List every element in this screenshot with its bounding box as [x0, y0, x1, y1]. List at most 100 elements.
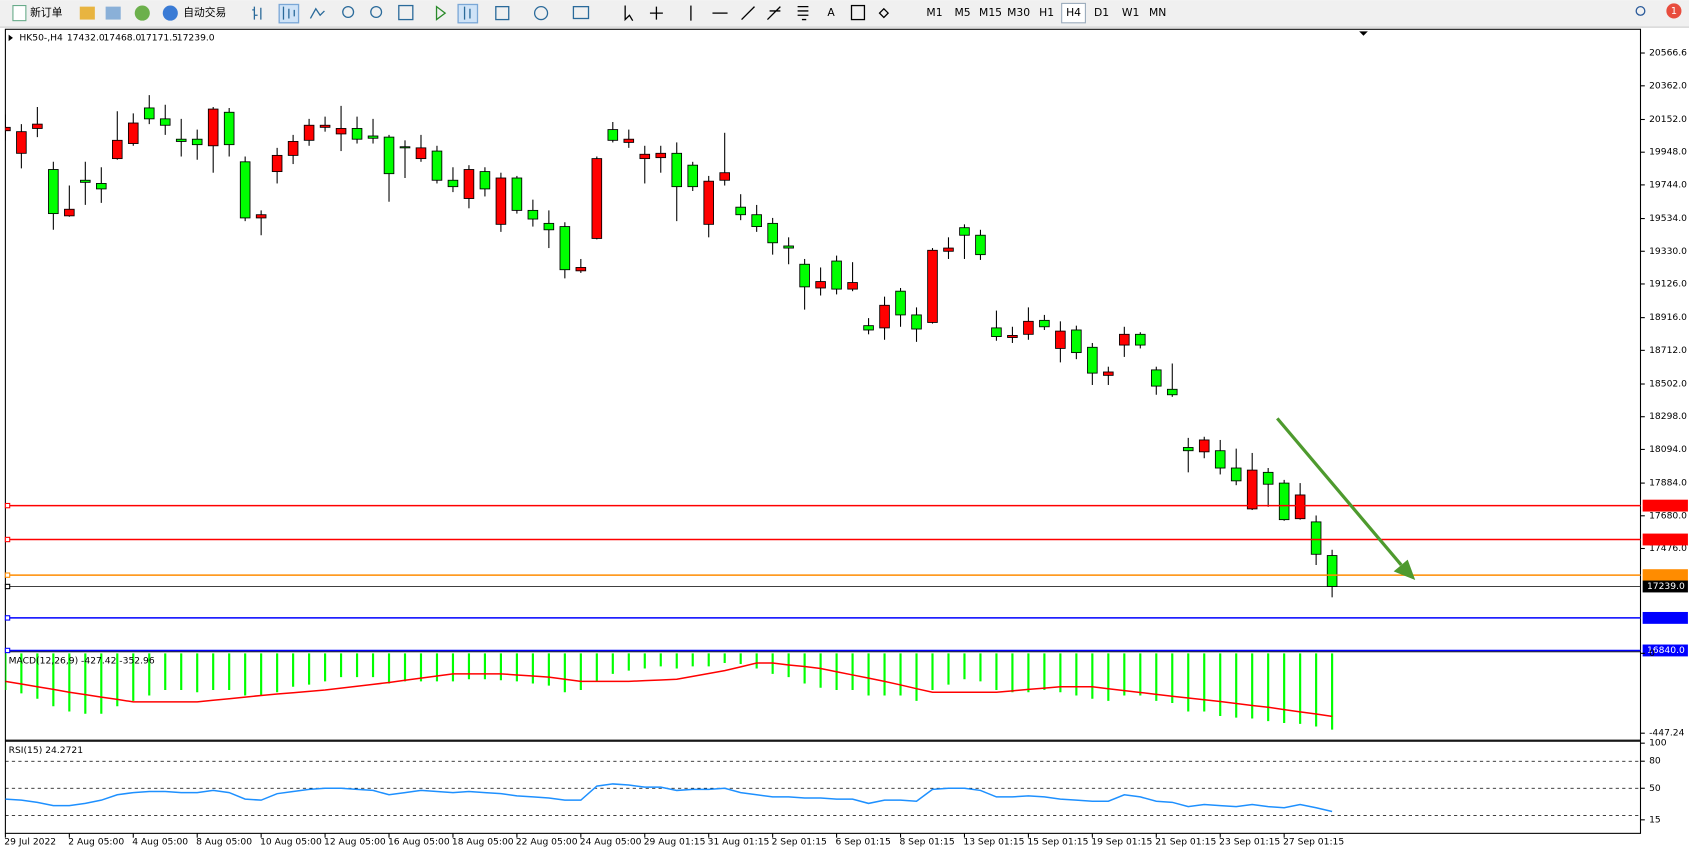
- timeframe-button[interactable]: MN: [1149, 6, 1166, 19]
- x-tick-label: 31 Aug 01:15: [708, 836, 770, 847]
- candle-body: [495, 177, 507, 225]
- candle-body: [1326, 555, 1338, 587]
- x-tick-label: 23 Sep 01:15: [1219, 836, 1280, 847]
- y-tick-label: 19948.0: [1649, 147, 1687, 158]
- icon-button[interactable]: [766, 6, 781, 21]
- timeframe-button[interactable]: M30: [1007, 6, 1030, 19]
- candle-body: [1198, 439, 1210, 453]
- candle-body: [815, 281, 826, 289]
- icon-button[interactable]: [370, 5, 383, 19]
- candle-body: [1071, 329, 1082, 354]
- y-tick-label: 19744.0: [1649, 179, 1687, 190]
- level-label-bg: [1642, 580, 1688, 593]
- y-tick-label: 20566.6: [1649, 48, 1687, 59]
- timeframe-button[interactable]: M15: [979, 6, 1002, 19]
- candle-body: [1055, 330, 1066, 349]
- candle-body: [96, 183, 107, 190]
- rsi-line: [5, 783, 1333, 813]
- x-tick-label: 10 Aug 05:00: [260, 836, 322, 847]
- candle-body: [351, 128, 363, 140]
- icon-button[interactable]: [495, 5, 510, 21]
- candle-body: [703, 180, 714, 225]
- icon-button[interactable]: [797, 5, 809, 21]
- icon-button[interactable]: [342, 5, 355, 19]
- candle-body: [527, 209, 539, 220]
- icon-button[interactable]: [105, 6, 121, 20]
- plot-area: HK50-,H4 17432.017468.017171.517239.02056…: [4, 32, 1688, 847]
- candle-body: [639, 153, 651, 160]
- symbol: HK50-,H4: [19, 32, 63, 43]
- timeframe-button[interactable]: M5: [954, 6, 970, 19]
- y-tick-label: 80: [1649, 756, 1661, 767]
- icon-button[interactable]: [435, 5, 447, 21]
- icon-button[interactable]: [398, 4, 414, 21]
- candle-body: [319, 124, 331, 128]
- candle-body: [207, 108, 219, 147]
- ohlc-value: 17468.0: [103, 32, 141, 43]
- y-tick-label: 17680.0: [1649, 510, 1687, 521]
- candle-body: [191, 138, 203, 146]
- candle-body: [143, 107, 155, 120]
- icon-button[interactable]: [252, 6, 262, 20]
- candle-body: [463, 169, 475, 199]
- y-tick-label: 18916.0: [1649, 312, 1687, 323]
- rsi-pane: [5, 760, 1641, 816]
- candle-body: [879, 304, 890, 329]
- candle-body: [911, 314, 922, 330]
- timeframe-button[interactable]: H4: [1066, 6, 1081, 19]
- icon-button[interactable]: [533, 5, 549, 21]
- active-timeframe: [1061, 2, 1086, 24]
- x-tick-label: 8 Aug 05:00: [196, 836, 252, 847]
- timeframe-button[interactable]: M1: [926, 6, 942, 19]
- new-order-button[interactable]: 新订单: [12, 5, 63, 22]
- timeframe-button[interactable]: W1: [1122, 6, 1140, 19]
- candle-body: [1310, 521, 1322, 555]
- timeframe-button[interactable]: D1: [1094, 6, 1109, 19]
- indicator-title: MACD(12,26,9) -427.42 -352.96: [9, 655, 155, 666]
- y-tick-label: 19534.0: [1649, 213, 1687, 224]
- candle-body: [303, 124, 315, 141]
- candle-body: [799, 263, 810, 288]
- candle-body: [1230, 467, 1242, 482]
- icon-button[interactable]: [572, 5, 590, 20]
- icon: [282, 6, 295, 20]
- chart-frame: [4, 28, 1642, 834]
- y-tick-label: 17476.0: [1649, 543, 1687, 554]
- button-label: 自动交易: [183, 6, 226, 19]
- x-tick-label: 2 Aug 05:00: [68, 836, 124, 847]
- candle-body: [863, 325, 874, 331]
- level-label-bg: [1642, 499, 1688, 512]
- icon-button[interactable]: [624, 5, 634, 22]
- chart-shift-marker: [1359, 31, 1368, 36]
- icon-button[interactable]: [649, 6, 663, 20]
- level-handle: [4, 615, 11, 621]
- text-tool[interactable]: A: [827, 6, 835, 19]
- timeframe-button[interactable]: H1: [1039, 6, 1054, 19]
- auto-trading-button[interactable]: 自动交易: [162, 5, 227, 21]
- candle-body: [831, 260, 842, 290]
- x-tick-label: 21 Sep 01:15: [1155, 836, 1216, 847]
- candle-body: [847, 282, 858, 290]
- candle-body: [1166, 388, 1178, 396]
- candle-body: [1023, 320, 1034, 335]
- candle-body: [591, 158, 603, 239]
- icon-button[interactable]: [309, 7, 325, 19]
- notification-badge[interactable]: [1666, 3, 1682, 19]
- candle-body: [783, 245, 794, 249]
- candle-body: [399, 146, 411, 149]
- search-button[interactable]: [1635, 5, 1646, 16]
- icon-button[interactable]: [850, 4, 866, 21]
- icon-button[interactable]: [79, 6, 95, 20]
- candle-body: [383, 136, 395, 175]
- candle-body: [1150, 369, 1162, 387]
- icon-button[interactable]: [741, 6, 755, 21]
- icon-button[interactable]: [457, 3, 479, 24]
- icon-button[interactable]: [134, 5, 150, 21]
- x-tick-label: 16 Aug 05:00: [388, 836, 450, 847]
- x-tick-label: 15 Sep 01:15: [1027, 836, 1088, 847]
- icon-button[interactable]: [878, 7, 890, 19]
- candle-body: [1278, 482, 1290, 521]
- x-tick-label: 4 Aug 05:00: [132, 836, 188, 847]
